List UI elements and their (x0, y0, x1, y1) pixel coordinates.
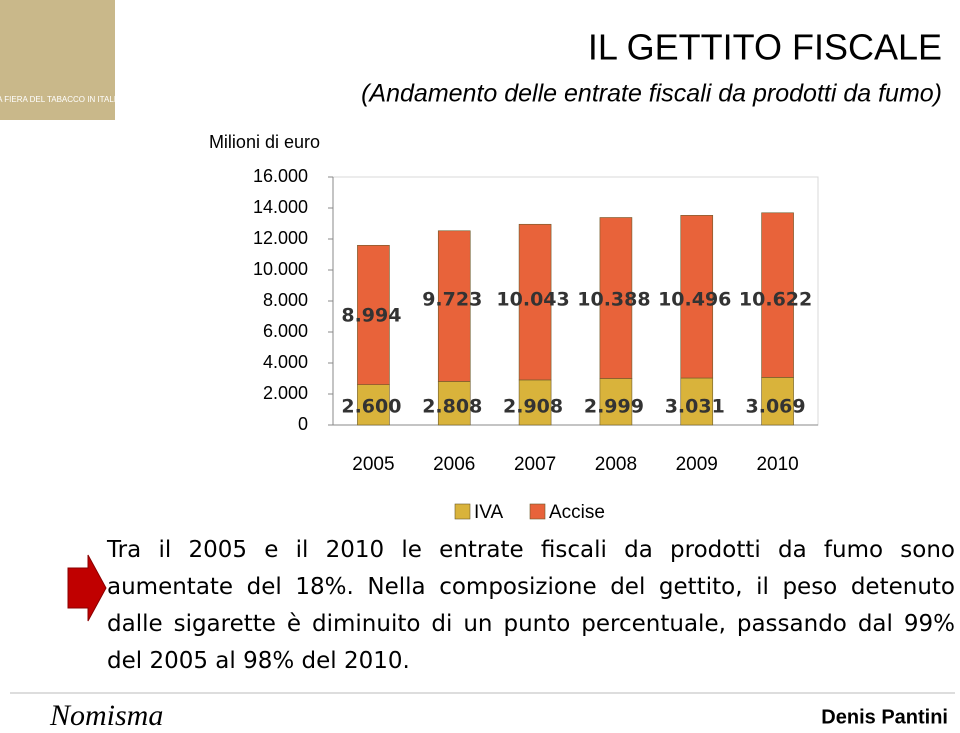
x-tick-label: 2008 (595, 454, 637, 475)
y-tick-label: 2.000 (263, 383, 308, 403)
y-tick-label: 12.000 (253, 228, 308, 248)
data-label: 8.994 (341, 305, 401, 327)
data-label: 10.496 (658, 289, 731, 311)
data-label: 10.388 (577, 289, 650, 311)
y-tick-label: 4.000 (263, 352, 308, 372)
logo-text: LA FIERA DEL TABACCO IN ITALIA (0, 95, 122, 104)
legend-swatch (529, 503, 546, 520)
x-tick-label: 2005 (352, 454, 394, 475)
bar-segment (599, 217, 633, 379)
x-tick-label: 2006 (433, 454, 475, 475)
x-tick-label: 2010 (756, 454, 798, 475)
legend-swatch (454, 503, 471, 520)
bar-segment (357, 244, 390, 385)
bar-segment (357, 384, 390, 426)
data-label: 2.908 (503, 396, 563, 418)
y-tick-label: 16.000 (253, 166, 308, 186)
bar-segment (680, 215, 714, 379)
arrow (67, 554, 107, 622)
chart-subtitle: (Andamento delle entrate fiscali da prod… (361, 80, 942, 108)
footer-logo: Nomisma (49, 699, 163, 732)
body-text: Tra il 2005 e il 2010 le entrate fiscali… (107, 537, 955, 674)
legend-label: Accise (549, 502, 605, 523)
legend-label: IVA (474, 502, 504, 523)
y-tick-label: 6.000 (263, 321, 308, 341)
data-label: 9.723 (422, 289, 482, 311)
y-tick-label: 14.000 (253, 197, 308, 217)
bar-segment (437, 230, 471, 382)
data-label: 3.031 (665, 396, 725, 418)
bar-segment (518, 379, 552, 426)
y-axis-label: Milioni di euro (209, 132, 320, 152)
data-label: 3.069 (746, 396, 806, 418)
chart-title: IL GETTITO FISCALE (588, 27, 942, 68)
x-tick-label: 2009 (676, 454, 718, 475)
bar-segment (680, 377, 714, 426)
y-tick-label: 0 (298, 414, 308, 434)
bar-segment (437, 381, 471, 426)
data-label: 2.999 (584, 396, 644, 418)
data-label: 10.043 (496, 289, 569, 311)
bar-segment (518, 223, 552, 381)
data-label: 2.808 (422, 396, 482, 418)
y-tick-label: 8.000 (263, 290, 308, 310)
footer-author: Denis Pantini (821, 706, 948, 728)
data-label: 10.622 (739, 289, 812, 311)
logo-image (0, 0, 115, 120)
data-label: 2.600 (341, 396, 401, 418)
x-tick-label: 2007 (514, 454, 556, 475)
bar-segment (761, 212, 794, 378)
y-tick-label: 10.000 (253, 259, 308, 279)
